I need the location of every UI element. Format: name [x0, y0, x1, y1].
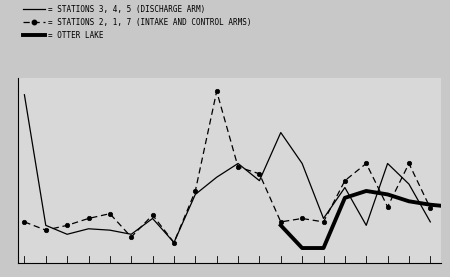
Legend: = STATIONS 3, 4, 5 (DISCHARGE ARM), = STATIONS 2, 1, 7 (INTAKE AND CONTROL ARMS): = STATIONS 3, 4, 5 (DISCHARGE ARM), = ST… [22, 3, 253, 41]
